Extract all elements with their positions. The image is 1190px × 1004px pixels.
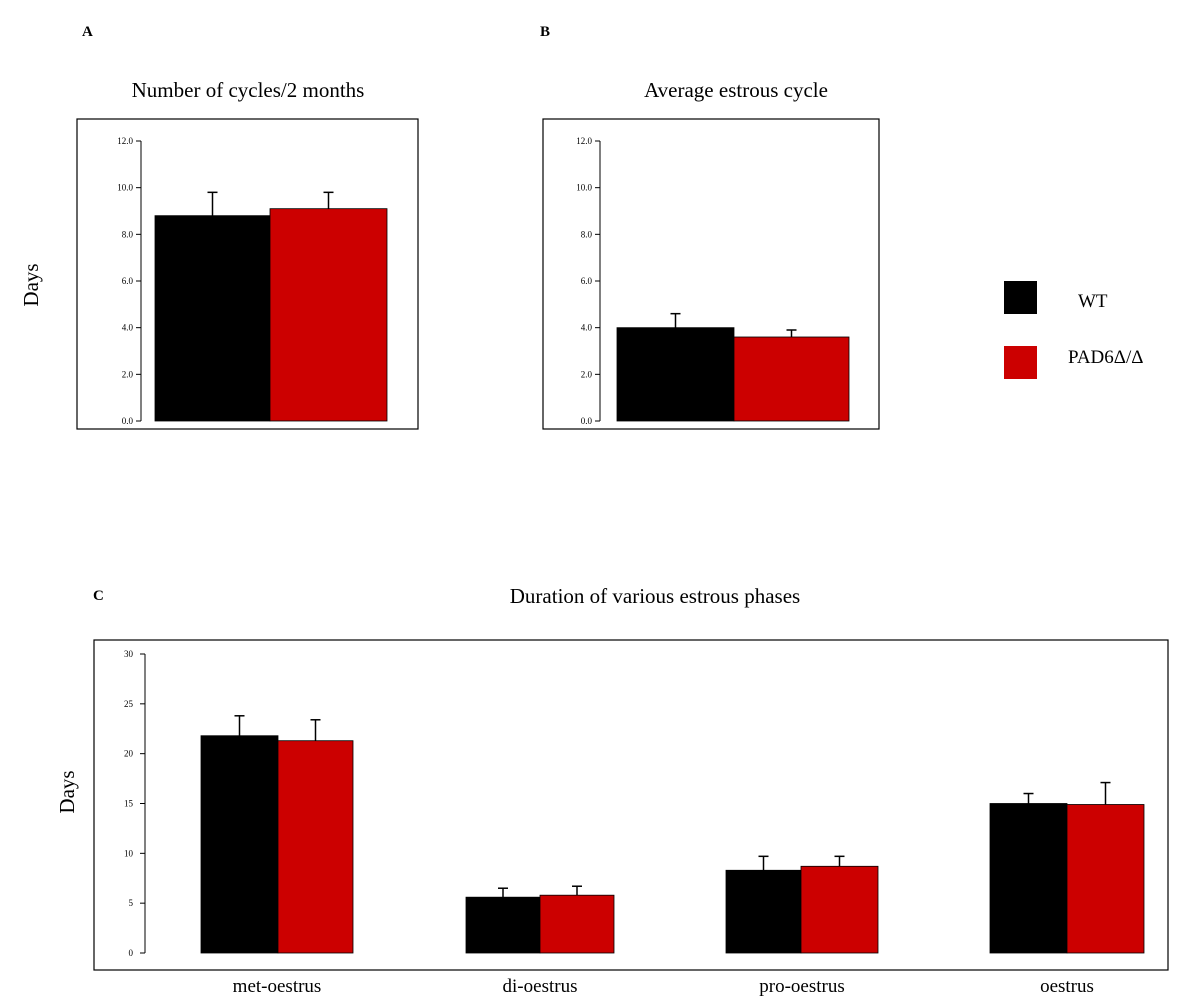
chart-b-y-tick-label: 0.0 <box>581 416 593 426</box>
chart-a-y-tick-label: 10.0 <box>117 183 133 193</box>
legend-swatch-pad6 <box>1004 346 1037 379</box>
panel-letter-a: A <box>82 24 93 40</box>
chart-a-plot: 0.0 2.0 4.0 6.0 8.0 10.0 12.0 <box>117 136 388 426</box>
chart-a-y-tick-label: 4.0 <box>122 323 134 333</box>
legend-label-wt: WT <box>1078 291 1108 312</box>
chart-a-y-tick-label: 12.0 <box>117 136 133 146</box>
chart-b-y-tick-label: 2.0 <box>581 369 593 379</box>
chart-c-y-tick-label: 10 <box>124 848 134 858</box>
chart-c-category-label: di-oestrus <box>503 976 578 997</box>
chart-c-y-tick-label: 20 <box>124 749 134 759</box>
chart-c-bar-pad6 <box>539 894 615 954</box>
panel-letter-b: B <box>540 24 550 40</box>
chart-a-bar-wt <box>154 215 271 422</box>
chart-c-bar-wt <box>725 869 802 954</box>
chart-b-frame <box>542 118 880 430</box>
chart-c-frame <box>93 639 1169 971</box>
chart-a-frame <box>76 118 419 430</box>
chart-b: Average estrous cycle 0.0 2.0 4.0 6.0 8.0 10.… <box>542 78 880 430</box>
chart-c-y-tick-label: 30 <box>124 649 134 659</box>
chart-a: Number of cycles/2 months Days 0.0 2.0 4.0… <box>19 78 419 430</box>
chart-c-y-tick-label: 0 <box>129 948 134 958</box>
chart-c-bar-wt <box>200 735 279 954</box>
chart-c-title: Duration of various estrous phases <box>510 584 800 608</box>
legend-label-pad6: PAD6Δ/Δ <box>1068 347 1143 368</box>
chart-b-y-tick-label: 8.0 <box>581 229 593 239</box>
panel-letter-c: C <box>93 588 104 604</box>
chart-b-plot: 0.0 2.0 4.0 6.0 8.0 10.0 12.0 <box>576 136 850 426</box>
chart-b-bar-pad6 <box>733 336 850 422</box>
chart-a-title: Number of cycles/2 months <box>132 78 365 102</box>
chart-c-bar-wt <box>989 803 1068 954</box>
chart-a-y-tick-label: 2.0 <box>122 369 134 379</box>
chart-c-bar-pad6 <box>277 740 354 954</box>
chart-a-y-axis-label: Days <box>19 263 43 306</box>
chart-b-title: Average estrous cycle <box>644 78 828 102</box>
chart-b-y-tick-label: 6.0 <box>581 276 593 286</box>
chart-c-y-axis-label: Days <box>55 770 79 813</box>
chart-b-y-tick-label: 10.0 <box>576 183 592 193</box>
chart-b-y-tick-label: 12.0 <box>576 136 592 146</box>
legend-swatch-wt <box>1004 281 1037 314</box>
legend: WT PAD6Δ/Δ <box>1004 281 1143 379</box>
chart-a-bar-pad6 <box>269 208 388 422</box>
chart-b-y-tick-label: 4.0 <box>581 323 593 333</box>
chart-c-bar-pad6 <box>800 865 879 954</box>
chart-a-y-tick-label: 0.0 <box>122 416 134 426</box>
chart-c-bar-wt <box>465 896 541 954</box>
chart-c-bar-pad6 <box>1066 804 1145 954</box>
chart-a-y-tick-label: 8.0 <box>122 229 134 239</box>
chart-c-y-tick-label: 5 <box>129 898 134 908</box>
chart-c-y-tick-label: 15 <box>124 799 134 809</box>
chart-c: Duration of various estrous phases Days … <box>55 584 1169 997</box>
chart-c-y-tick-label: 25 <box>124 699 134 709</box>
chart-c-category-label: met-oestrus <box>233 976 322 997</box>
chart-a-y-tick-label: 6.0 <box>122 276 134 286</box>
chart-c-category-label: oestrus <box>1040 976 1094 997</box>
chart-c-plot: 0 5 10 15 20 25 30 met-oestrus di-oestrus pro-oes… <box>124 649 1145 997</box>
chart-c-category-label: pro-oestrus <box>759 976 844 997</box>
chart-b-bar-wt <box>616 327 735 422</box>
